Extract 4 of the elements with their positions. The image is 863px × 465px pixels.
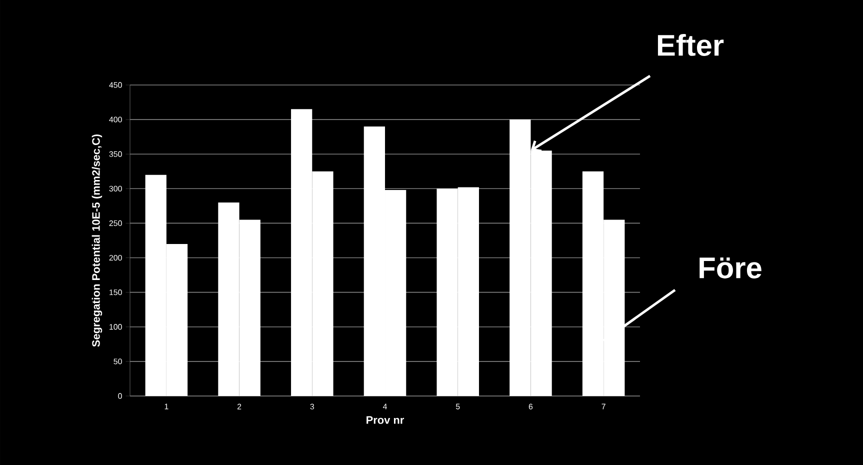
- x-axis-title: Prov nr: [366, 416, 404, 424]
- annotation: Efter: [658, 34, 724, 56]
- annotation: Före: [700, 257, 762, 278]
- y-axis-title: Segregation Potential 10E-5 (mm2/sec,C): [92, 134, 102, 347]
